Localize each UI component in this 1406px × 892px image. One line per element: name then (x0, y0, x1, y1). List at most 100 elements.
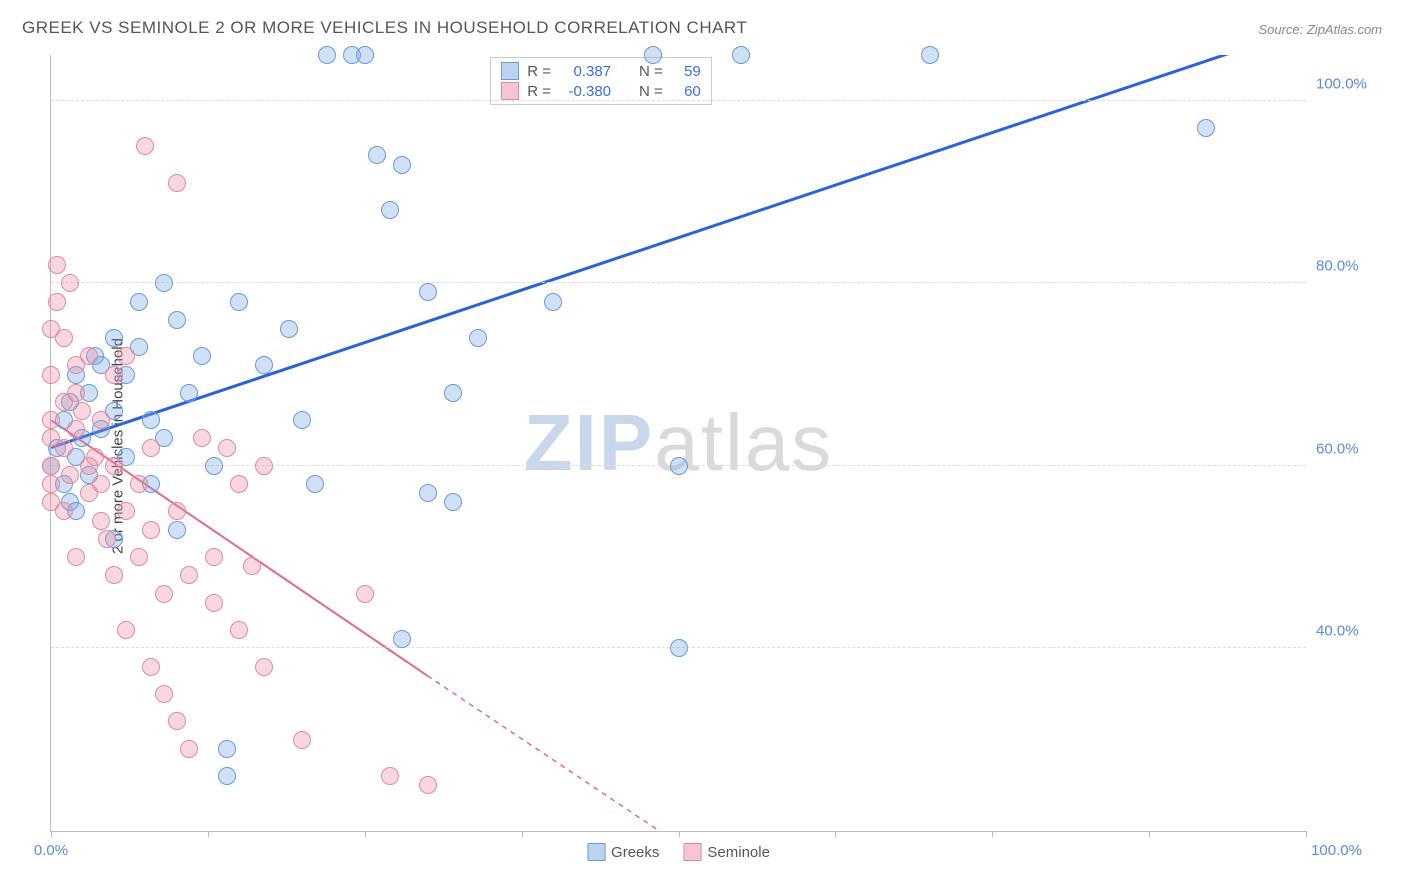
scatter-point (381, 201, 399, 219)
x-tick (835, 831, 836, 837)
watermark-bold: ZIP (524, 398, 654, 487)
y-tick-label: 40.0% (1316, 623, 1386, 640)
scatter-point (393, 156, 411, 174)
scatter-point (130, 293, 148, 311)
scatter-point (205, 457, 223, 475)
scatter-point (168, 521, 186, 539)
scatter-point (73, 402, 91, 420)
scatter-point (670, 639, 688, 657)
scatter-point (117, 621, 135, 639)
chart-title: GREEK VS SEMINOLE 2 OR MORE VEHICLES IN … (22, 18, 747, 38)
legend-swatch (501, 82, 519, 100)
y-tick-label: 60.0% (1316, 440, 1386, 457)
scatter-point (280, 320, 298, 338)
y-tick-label: 100.0% (1316, 75, 1386, 92)
scatter-point (419, 776, 437, 794)
legend-n-value: 60 (671, 83, 701, 100)
scatter-point (42, 457, 60, 475)
scatter-point (419, 283, 437, 301)
x-tick (679, 831, 680, 837)
chart-plot-area: ZIPatlas R =0.387N =59R =-0.380N =60 Gre… (50, 55, 1306, 832)
scatter-point (921, 46, 939, 64)
scatter-point (218, 767, 236, 785)
scatter-point (230, 293, 248, 311)
scatter-point (61, 274, 79, 292)
x-tick (51, 831, 52, 837)
scatter-point (306, 475, 324, 493)
scatter-point (381, 767, 399, 785)
scatter-point (92, 475, 110, 493)
scatter-point (180, 384, 198, 402)
scatter-point (444, 493, 462, 511)
scatter-point (205, 548, 223, 566)
legend-r-value: -0.380 (559, 83, 611, 100)
gridline-h (51, 100, 1306, 101)
x-tick (1149, 831, 1150, 837)
x-tick (992, 831, 993, 837)
legend-swatch (587, 843, 605, 861)
scatter-point (105, 366, 123, 384)
regression-lines-layer (51, 55, 1306, 831)
legend-label: Seminole (707, 844, 770, 861)
scatter-point (105, 457, 123, 475)
scatter-point (644, 46, 662, 64)
scatter-point (130, 475, 148, 493)
legend-n-value: 59 (671, 63, 701, 80)
scatter-point (1197, 119, 1215, 137)
scatter-point (243, 557, 261, 575)
scatter-point (168, 311, 186, 329)
scatter-point (255, 457, 273, 475)
legend-n-label: N = (639, 63, 663, 80)
scatter-point (419, 484, 437, 502)
scatter-point (142, 439, 160, 457)
scatter-point (55, 329, 73, 347)
watermark: ZIPatlas (524, 397, 833, 489)
scatter-point (444, 384, 462, 402)
scatter-point (92, 411, 110, 429)
scatter-point (368, 146, 386, 164)
scatter-point (293, 731, 311, 749)
x-axis-min-label: 0.0% (34, 842, 68, 859)
scatter-point (48, 256, 66, 274)
scatter-point (55, 502, 73, 520)
scatter-point (193, 347, 211, 365)
scatter-point (42, 366, 60, 384)
scatter-point (155, 274, 173, 292)
scatter-point (142, 658, 160, 676)
scatter-point (356, 585, 374, 603)
scatter-point (544, 293, 562, 311)
scatter-point (732, 46, 750, 64)
x-tick (365, 831, 366, 837)
x-axis-max-label: 100.0% (1311, 842, 1362, 859)
scatter-point (61, 466, 79, 484)
scatter-point (92, 512, 110, 530)
source-attribution: Source: ZipAtlas.com (1258, 22, 1382, 37)
scatter-point (117, 347, 135, 365)
legend-item: Seminole (683, 843, 770, 861)
scatter-point (255, 356, 273, 374)
seminole-line-ext (428, 676, 742, 831)
scatter-point (155, 685, 173, 703)
scatter-point (180, 740, 198, 758)
scatter-point (218, 740, 236, 758)
series-legend: GreeksSeminole (587, 843, 770, 861)
scatter-point (670, 457, 688, 475)
scatter-point (180, 566, 198, 584)
scatter-point (98, 530, 116, 548)
scatter-point (393, 630, 411, 648)
scatter-point (142, 521, 160, 539)
correlation-legend: R =0.387N =59R =-0.380N =60 (490, 57, 712, 105)
x-tick (522, 831, 523, 837)
scatter-point (67, 384, 85, 402)
scatter-point (67, 420, 85, 438)
legend-r-label: R = (527, 63, 551, 80)
scatter-point (218, 439, 236, 457)
scatter-point (80, 347, 98, 365)
legend-row: R = 0.387 N = 59 (501, 62, 701, 80)
legend-r-label: R = (527, 83, 551, 100)
scatter-point (55, 439, 73, 457)
legend-r-value: 0.387 (559, 63, 611, 80)
scatter-point (356, 46, 374, 64)
scatter-point (469, 329, 487, 347)
scatter-point (230, 621, 248, 639)
